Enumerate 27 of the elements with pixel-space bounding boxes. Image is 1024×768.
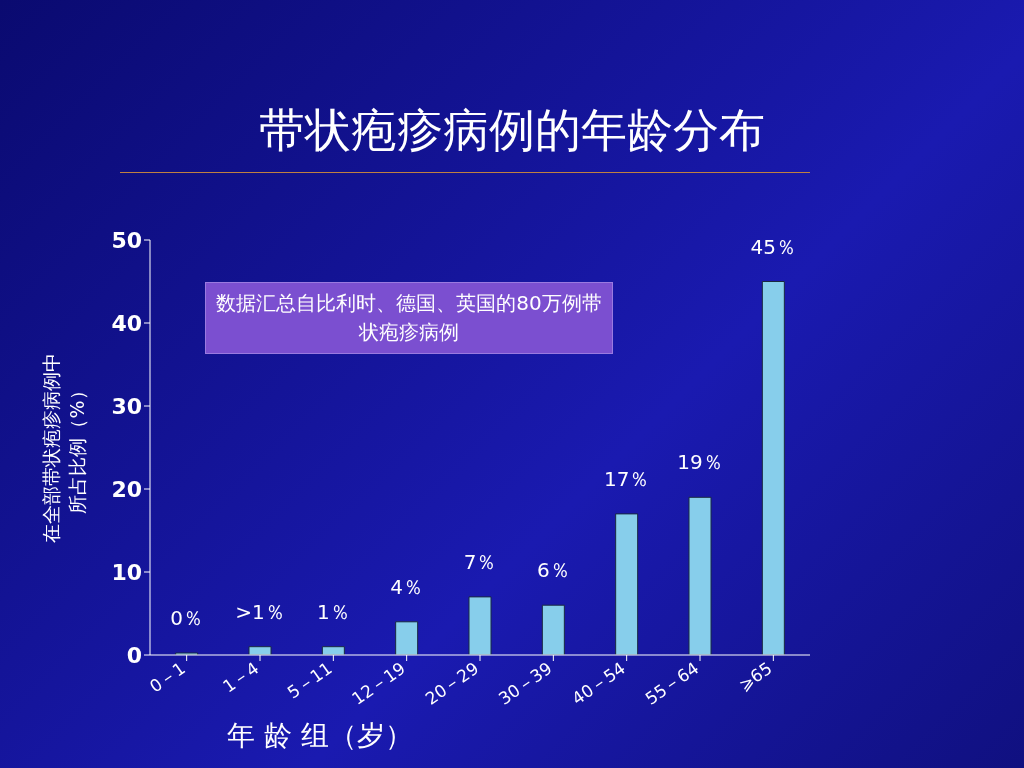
x-tick-label: 55－64 — [641, 657, 703, 709]
x-axis-title: 年 龄 组（岁） — [227, 719, 413, 752]
annotation: 数据汇总自比利时、德国、英国的80万例带状疱疹病例 — [205, 282, 613, 354]
data-label: 7％ — [463, 549, 497, 574]
y-tick-label: 40 — [111, 310, 142, 336]
data-label: 6％ — [536, 558, 570, 583]
data-label: 17％ — [603, 466, 650, 491]
y-tick-label: 30 — [111, 393, 142, 419]
x-tick-label: 40－54 — [568, 657, 629, 709]
data-label: 19％ — [677, 450, 723, 475]
data-label: 1％ — [316, 599, 350, 624]
y-axis-title: 在全部带状疱疹病例中所占比例（%） — [40, 352, 88, 543]
x-tick-label: 12－19 — [348, 657, 409, 709]
y-tick-label: 20 — [111, 476, 142, 502]
chart-title: 带状疱疹病例的年龄分布 — [258, 102, 766, 159]
x-tick-label: 5－11 — [283, 657, 336, 703]
data-label: >1％ — [235, 599, 285, 624]
x-tick-label: 20－29 — [421, 657, 483, 709]
data-label: 4％ — [390, 574, 424, 599]
data-label: 45％ — [750, 234, 797, 259]
x-tick-label: 0－1 — [145, 657, 189, 697]
data-label: 0％ — [170, 606, 204, 630]
y-tick-label: 0 — [126, 642, 142, 668]
y-tick-label: 10 — [111, 559, 142, 585]
y-tick-label: 50 — [111, 227, 142, 253]
x-tick-label: 1－4 — [219, 657, 263, 697]
x-tick-label: 30－39 — [494, 657, 556, 709]
